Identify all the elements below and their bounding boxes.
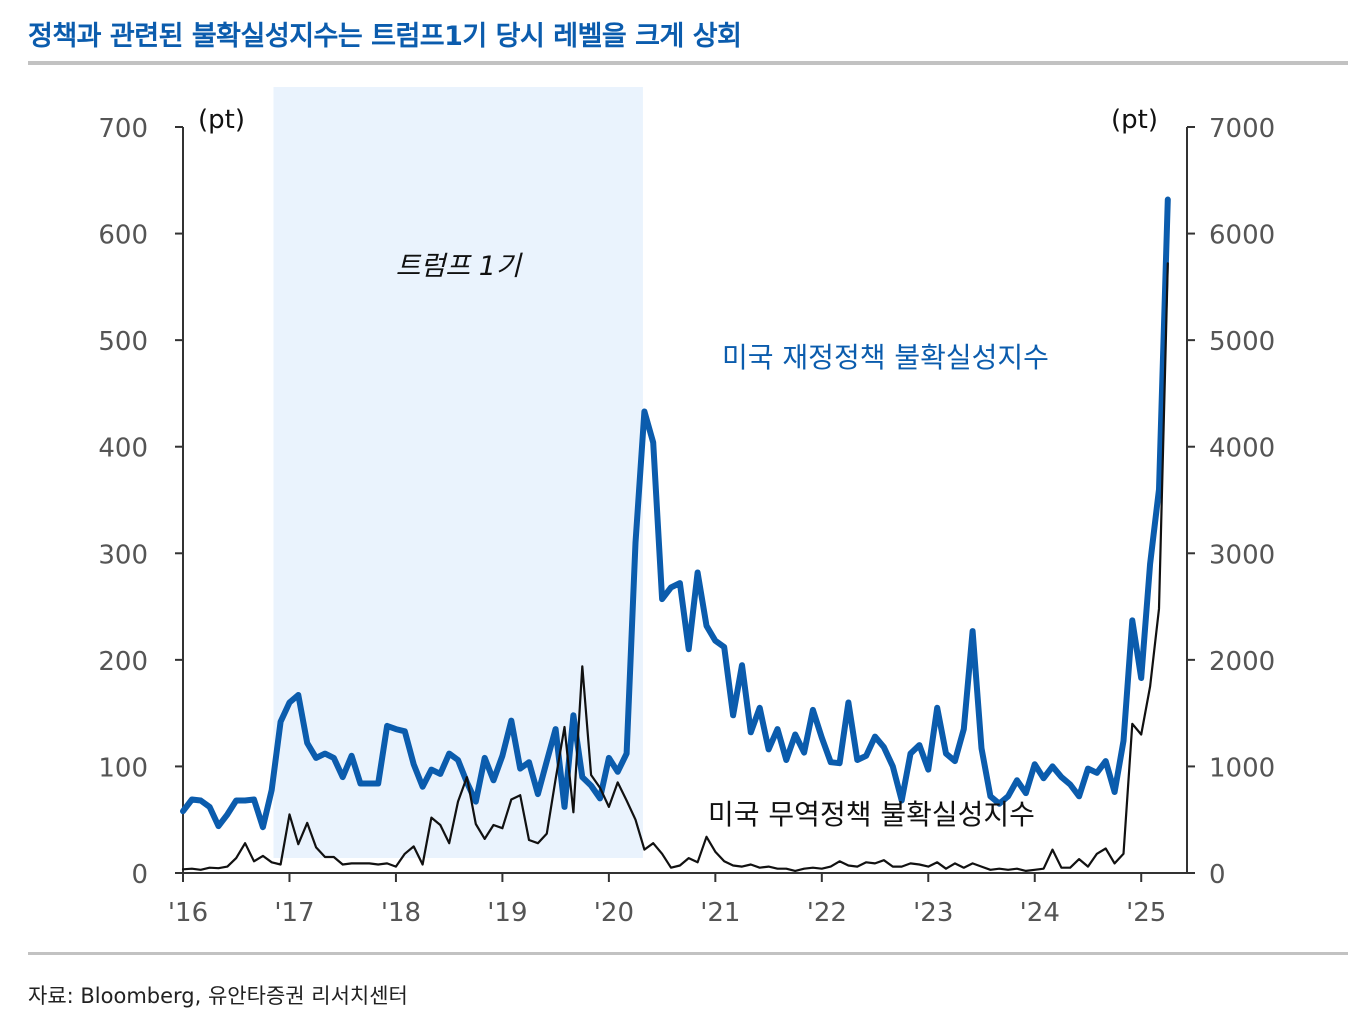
right-y-tick-label: 6000 bbox=[1209, 221, 1275, 251]
x-tick-label: '25 bbox=[1126, 898, 1166, 928]
left-y-tick-label: 200 bbox=[98, 647, 148, 677]
left-y-tick-label: 100 bbox=[98, 753, 148, 783]
series-layer bbox=[180, 196, 1171, 873]
trade-policy-uncertainty-line bbox=[181, 262, 1169, 873]
right-unit-label: (pt) bbox=[1111, 105, 1158, 135]
x-tick-label: '20 bbox=[594, 898, 634, 928]
left-y-tick-label: 600 bbox=[98, 221, 148, 251]
x-tick-label: '19 bbox=[487, 898, 527, 928]
bottom-divider bbox=[28, 952, 1348, 955]
x-tick-label: '21 bbox=[700, 898, 740, 928]
shaded-period-band bbox=[273, 87, 643, 858]
fiscal-series-label: 미국 재정정책 불확실성지수 bbox=[722, 341, 1049, 374]
x-tick-label: '22 bbox=[807, 898, 847, 928]
chart-area: 0100200300400500600700010002000300040005… bbox=[98, 87, 1275, 928]
left-unit-label: (pt) bbox=[198, 105, 245, 135]
chart-title: 정책과 관련된 불확실성지수는 트럼프1기 당시 레벨을 크게 상회 bbox=[28, 21, 742, 52]
right-y-tick-label: 2000 bbox=[1209, 647, 1275, 677]
trade-series-label: 미국 무역정책 불확실성지수 bbox=[708, 798, 1035, 831]
source-note: 자료: Bloomberg, 유안타증권 리서치센터 bbox=[28, 984, 408, 1008]
left-y-tick-label: 300 bbox=[98, 540, 148, 570]
fiscal-policy-uncertainty-line bbox=[180, 196, 1171, 831]
left-y-tick-label: 500 bbox=[98, 327, 148, 357]
x-tick-label: '18 bbox=[381, 898, 421, 928]
left-y-tick-label: 0 bbox=[131, 860, 148, 890]
shaded-period-label: 트럼프 1기 bbox=[396, 251, 523, 282]
x-tick-label: '17 bbox=[274, 898, 314, 928]
shaded-period-layer bbox=[273, 87, 643, 858]
right-y-tick-label: 4000 bbox=[1209, 434, 1275, 464]
left-y-tick-label: 400 bbox=[98, 434, 148, 464]
x-tick-label: '24 bbox=[1020, 898, 1060, 928]
x-tick-label: '16 bbox=[168, 898, 208, 928]
left-y-tick-label: 700 bbox=[98, 114, 148, 144]
right-y-tick-label: 1000 bbox=[1209, 753, 1275, 783]
right-y-tick-label: 0 bbox=[1209, 860, 1226, 890]
x-tick-label: '23 bbox=[913, 898, 953, 928]
right-y-tick-label: 5000 bbox=[1209, 327, 1275, 357]
right-y-tick-label: 7000 bbox=[1209, 114, 1275, 144]
right-y-tick-label: 3000 bbox=[1209, 540, 1275, 570]
top-divider bbox=[28, 61, 1348, 65]
axes-layer: 0100200300400500600700010002000300040005… bbox=[98, 105, 1275, 928]
